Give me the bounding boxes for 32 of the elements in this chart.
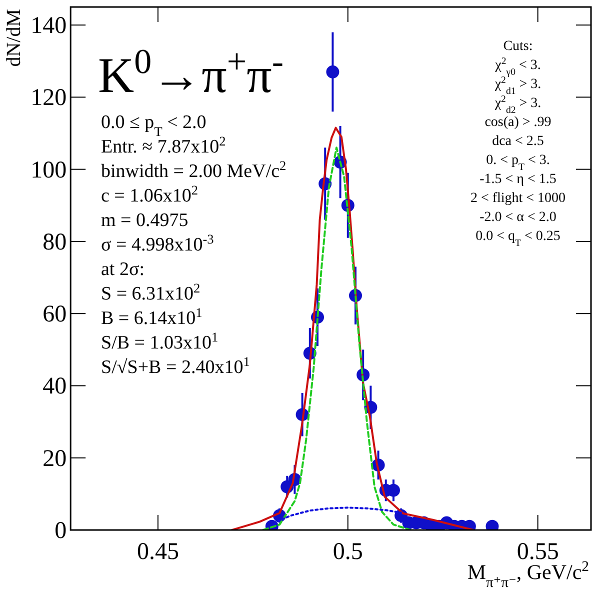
y-tick-label: 120 (30, 85, 67, 112)
annotation: B = 6.14x10$^{1}$ (101, 304, 202, 329)
y-tick-label: 80 (42, 229, 67, 256)
y-axis-title: dN/dM (3, 8, 25, 67)
text: K$^{0}$→π$^{+}$π$^{-}$ (98, 42, 284, 103)
x-tick-label: 0.45 (136, 539, 179, 565)
point (326, 65, 340, 78)
annotation: dca < 2.5 (492, 134, 544, 149)
annotation: χ$^{2}$$_{γ0}$ < 3. (494, 56, 541, 78)
annotation: cos(a) > .99 (484, 115, 552, 130)
annotation: 0. < p$_{T}$ < 3. (486, 153, 550, 172)
annotation: Cuts: (503, 39, 533, 54)
y-tick-label: 40 (42, 374, 67, 400)
annotation: m = 0.4975 (101, 210, 188, 231)
annotation: 0.0 < q$_{T}$ < 0.25 (476, 229, 560, 248)
annotation: S/B = 1.03x10$^{1}$ (101, 329, 218, 354)
annotation: 2 < flight < 1000 (470, 191, 566, 206)
annotation: -2.0 < α < 2.0 (480, 210, 556, 225)
y-tick-label: 140 (30, 13, 67, 40)
y-tick-label: 0 (54, 518, 67, 544)
annotation: S = 6.31x10$^{2}$ (101, 280, 200, 304)
y-tick-label: 20 (42, 446, 67, 472)
annotation: binwidth = 2.00 MeV/c$^{2}$ (101, 158, 286, 182)
annotation: S/√S+B = 2.40x10$^{1}$ (101, 354, 250, 378)
annotation: σ = 4.998x10$^{-3}$ (101, 231, 214, 256)
annotation: χ$^{2}$$_{d2}$ > 3. (494, 94, 542, 116)
y-tick-label: 60 (42, 302, 67, 328)
x-tick-label: 0.5 (332, 539, 363, 565)
annotation: at 2σ: (101, 259, 144, 280)
y-tick-label: 100 (30, 157, 67, 184)
annotation: -1.5 < η < 1.5 (480, 172, 556, 187)
annotation: c = 1.06x10$^{2}$ (101, 182, 198, 206)
